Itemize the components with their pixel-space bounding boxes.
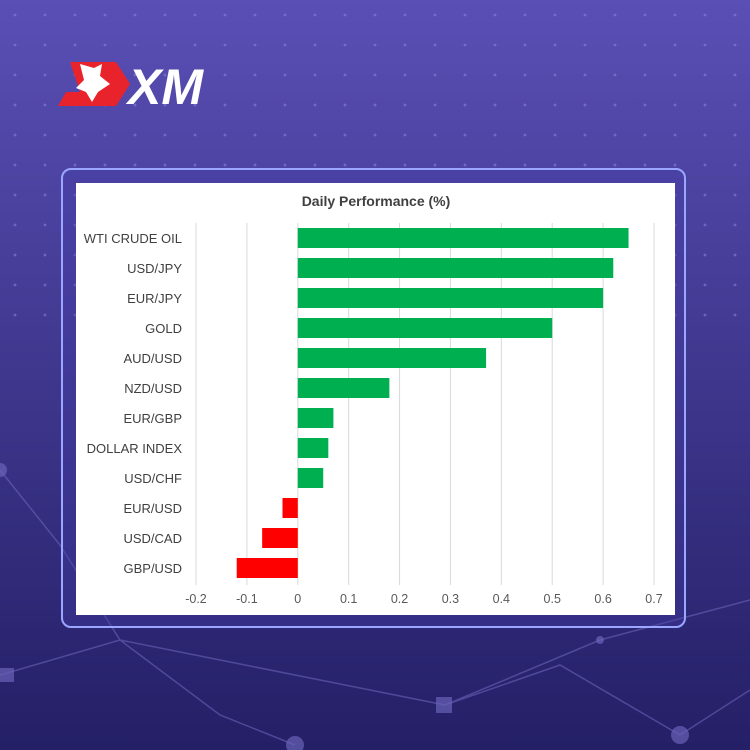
x-tick-label: 0.5: [544, 592, 561, 606]
chart-panel: Daily Performance (%) WTI CRUDE OIL USD/J…: [76, 183, 675, 615]
bar: [297, 258, 614, 278]
category-label: AUD/USD: [123, 351, 182, 366]
category-label: GOLD: [145, 321, 182, 336]
bar: [297, 438, 329, 458]
x-tick-label: 0.1: [340, 592, 357, 606]
category-label: EUR/USD: [123, 501, 182, 516]
category-label: NZD/USD: [124, 381, 182, 396]
x-tick-label: 0.7: [645, 592, 662, 606]
category-label: USD/CHF: [124, 471, 182, 486]
category-label: EUR/GBP: [123, 411, 182, 426]
bar: [236, 558, 298, 578]
bar: [297, 378, 390, 398]
bar: [297, 348, 487, 368]
chart-title: Daily Performance (%): [302, 193, 451, 209]
xm-logo-text: XM: [125, 59, 204, 110]
category-label: DOLLAR INDEX: [87, 441, 183, 456]
xm-logo: XM: [58, 59, 204, 110]
bar: [297, 408, 334, 428]
category-label: USD/CAD: [123, 531, 182, 546]
daily-performance-chart: Daily Performance (%) WTI CRUDE OIL USD/J…: [84, 193, 663, 606]
x-tick-label: 0.4: [493, 592, 510, 606]
bar: [297, 228, 629, 248]
bar: [297, 468, 324, 488]
category-label: GBP/USD: [123, 561, 182, 576]
bar: [262, 528, 298, 548]
x-tick-label: 0.3: [442, 592, 459, 606]
bar: [297, 318, 553, 338]
x-tick-label: -0.1: [236, 592, 258, 606]
bar: [297, 288, 604, 308]
x-tick-label: 0.6: [594, 592, 611, 606]
xm-logo-mark: [58, 62, 130, 106]
bar: [282, 498, 298, 518]
x-tick-label: 0.2: [391, 592, 408, 606]
x-tick-label: -0.2: [185, 592, 207, 606]
category-label: EUR/JPY: [127, 291, 182, 306]
category-label: WTI CRUDE OIL: [84, 231, 182, 246]
x-tick-label: 0: [294, 592, 301, 606]
category-label: USD/JPY: [127, 261, 182, 276]
